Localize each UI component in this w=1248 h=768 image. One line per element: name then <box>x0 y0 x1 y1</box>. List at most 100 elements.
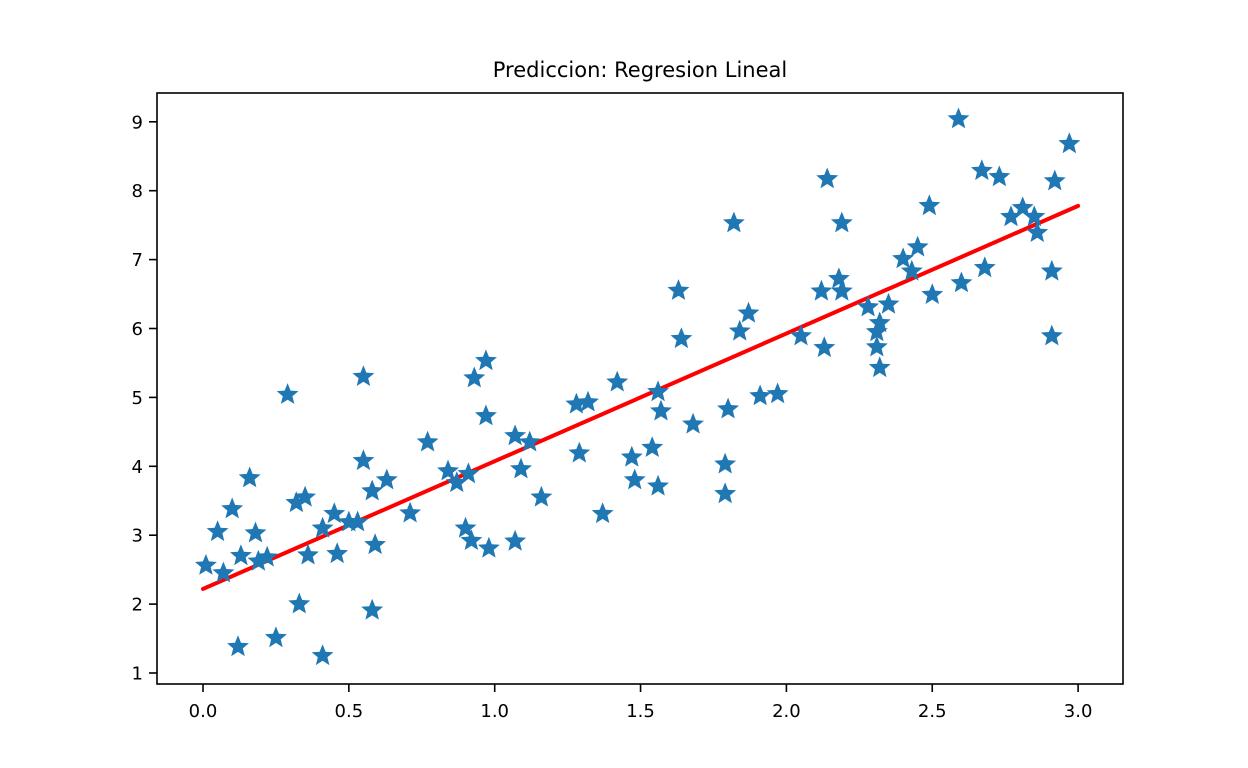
scatter-point <box>1011 196 1034 218</box>
x-tick-label: 1.0 <box>480 701 509 722</box>
plot-title: Prediccion: Regresion Lineal <box>493 58 787 82</box>
scatter-point <box>416 430 439 452</box>
scatter-point <box>717 397 739 419</box>
scatter-point <box>326 542 349 564</box>
scatter-point <box>865 320 888 342</box>
scatter-point <box>918 194 941 216</box>
scatter-point <box>276 383 299 404</box>
y-tick-label: 9 <box>132 112 143 133</box>
scatter-point <box>900 259 923 281</box>
scatter-point <box>375 468 398 490</box>
scatter-point <box>297 543 319 565</box>
scatter-point <box>568 441 591 463</box>
scatter-point <box>606 370 629 392</box>
scatter-point <box>475 349 497 371</box>
y-tick-label: 6 <box>132 319 143 340</box>
scatter-point <box>723 211 745 233</box>
y-tick-label: 2 <box>132 595 143 616</box>
x-tick-label: 0.5 <box>335 701 364 722</box>
axes-layer: 0.0 0.5 1.0 1.5 2.0 2.5 3.0 1 2 3 4 5 6 7 8 9 <box>132 112 1093 722</box>
y-tick-label: 7 <box>132 250 143 271</box>
scatter-point <box>892 247 914 269</box>
scatter-point <box>510 457 532 479</box>
scatter-point <box>988 165 1011 187</box>
scatter-point <box>877 292 900 314</box>
scatter-point <box>749 384 772 406</box>
scatter-point <box>970 159 993 180</box>
scatter-point <box>816 167 839 189</box>
scatter-point <box>650 399 672 421</box>
x-tick-label: 1.5 <box>626 701 655 722</box>
scatter-point <box>311 644 334 666</box>
scatter-point <box>504 424 527 446</box>
scatter-point <box>1040 259 1063 281</box>
scatter-point <box>1000 205 1022 227</box>
scatter-point <box>337 510 360 532</box>
y-tick-label: 3 <box>132 526 143 547</box>
scatter-point <box>565 392 588 414</box>
scatter-point <box>620 445 643 467</box>
scatter-point <box>973 256 996 278</box>
scatter-point <box>221 497 244 519</box>
scatter-point <box>737 301 760 323</box>
scatter-point <box>437 459 459 481</box>
scatter-point <box>206 520 229 542</box>
scatter-point <box>346 510 369 532</box>
scatter-point <box>457 462 480 484</box>
scatter-point <box>623 468 646 490</box>
x-tick-label: 3.0 <box>1064 701 1093 722</box>
scatter-point <box>857 295 879 317</box>
scatter-point <box>921 283 944 304</box>
scatter-point <box>591 502 614 524</box>
scatter-point <box>868 356 891 378</box>
scatter-point <box>244 521 267 543</box>
scatter-point <box>667 279 690 300</box>
scatter-point <box>865 335 888 357</box>
scatter-point <box>766 382 789 404</box>
scatter-point <box>294 485 316 507</box>
y-tick-label: 1 <box>132 664 143 685</box>
scatter-point <box>1043 169 1066 191</box>
scatter-point <box>247 549 270 571</box>
scatter-point <box>364 533 386 555</box>
scatter-point <box>1040 324 1063 346</box>
scatter-point <box>728 319 751 341</box>
scatter-point <box>195 554 217 575</box>
scatter-point <box>288 592 311 614</box>
scatter-point <box>361 598 384 620</box>
scatter-point <box>830 211 853 233</box>
scatter-point <box>714 482 737 504</box>
y-tick-label: 5 <box>132 388 143 409</box>
scatter-point <box>1023 205 1046 227</box>
scatter-point <box>810 279 833 301</box>
scatter-point <box>256 545 279 567</box>
axes-border <box>156 92 1124 685</box>
scatter-point <box>641 436 664 457</box>
scatter-point <box>647 474 669 496</box>
scatter-point <box>454 516 477 538</box>
scatter-point <box>460 529 483 550</box>
scatter-point <box>830 279 853 301</box>
scatter-point <box>947 107 970 129</box>
scatter-point <box>790 324 812 346</box>
scatter-point <box>950 271 973 293</box>
y-tick-label: 4 <box>132 457 143 478</box>
scatter-point <box>828 267 850 289</box>
x-tick-label: 2.0 <box>772 701 801 722</box>
scatter-point <box>323 502 346 524</box>
scatter-point <box>285 491 308 513</box>
scatter-point <box>1026 221 1049 242</box>
scatter-point <box>682 412 704 434</box>
scatter-point <box>530 485 553 507</box>
scatter-point <box>265 626 287 648</box>
scatter-point <box>361 479 384 501</box>
data-layer <box>195 107 1081 666</box>
scatter-point <box>230 544 252 566</box>
scatter-point <box>906 235 929 257</box>
scatter-point <box>212 561 235 583</box>
scatter-point <box>475 404 497 426</box>
scatter-point <box>352 365 375 386</box>
scatter-point <box>238 466 261 488</box>
scatter-point <box>647 380 669 402</box>
